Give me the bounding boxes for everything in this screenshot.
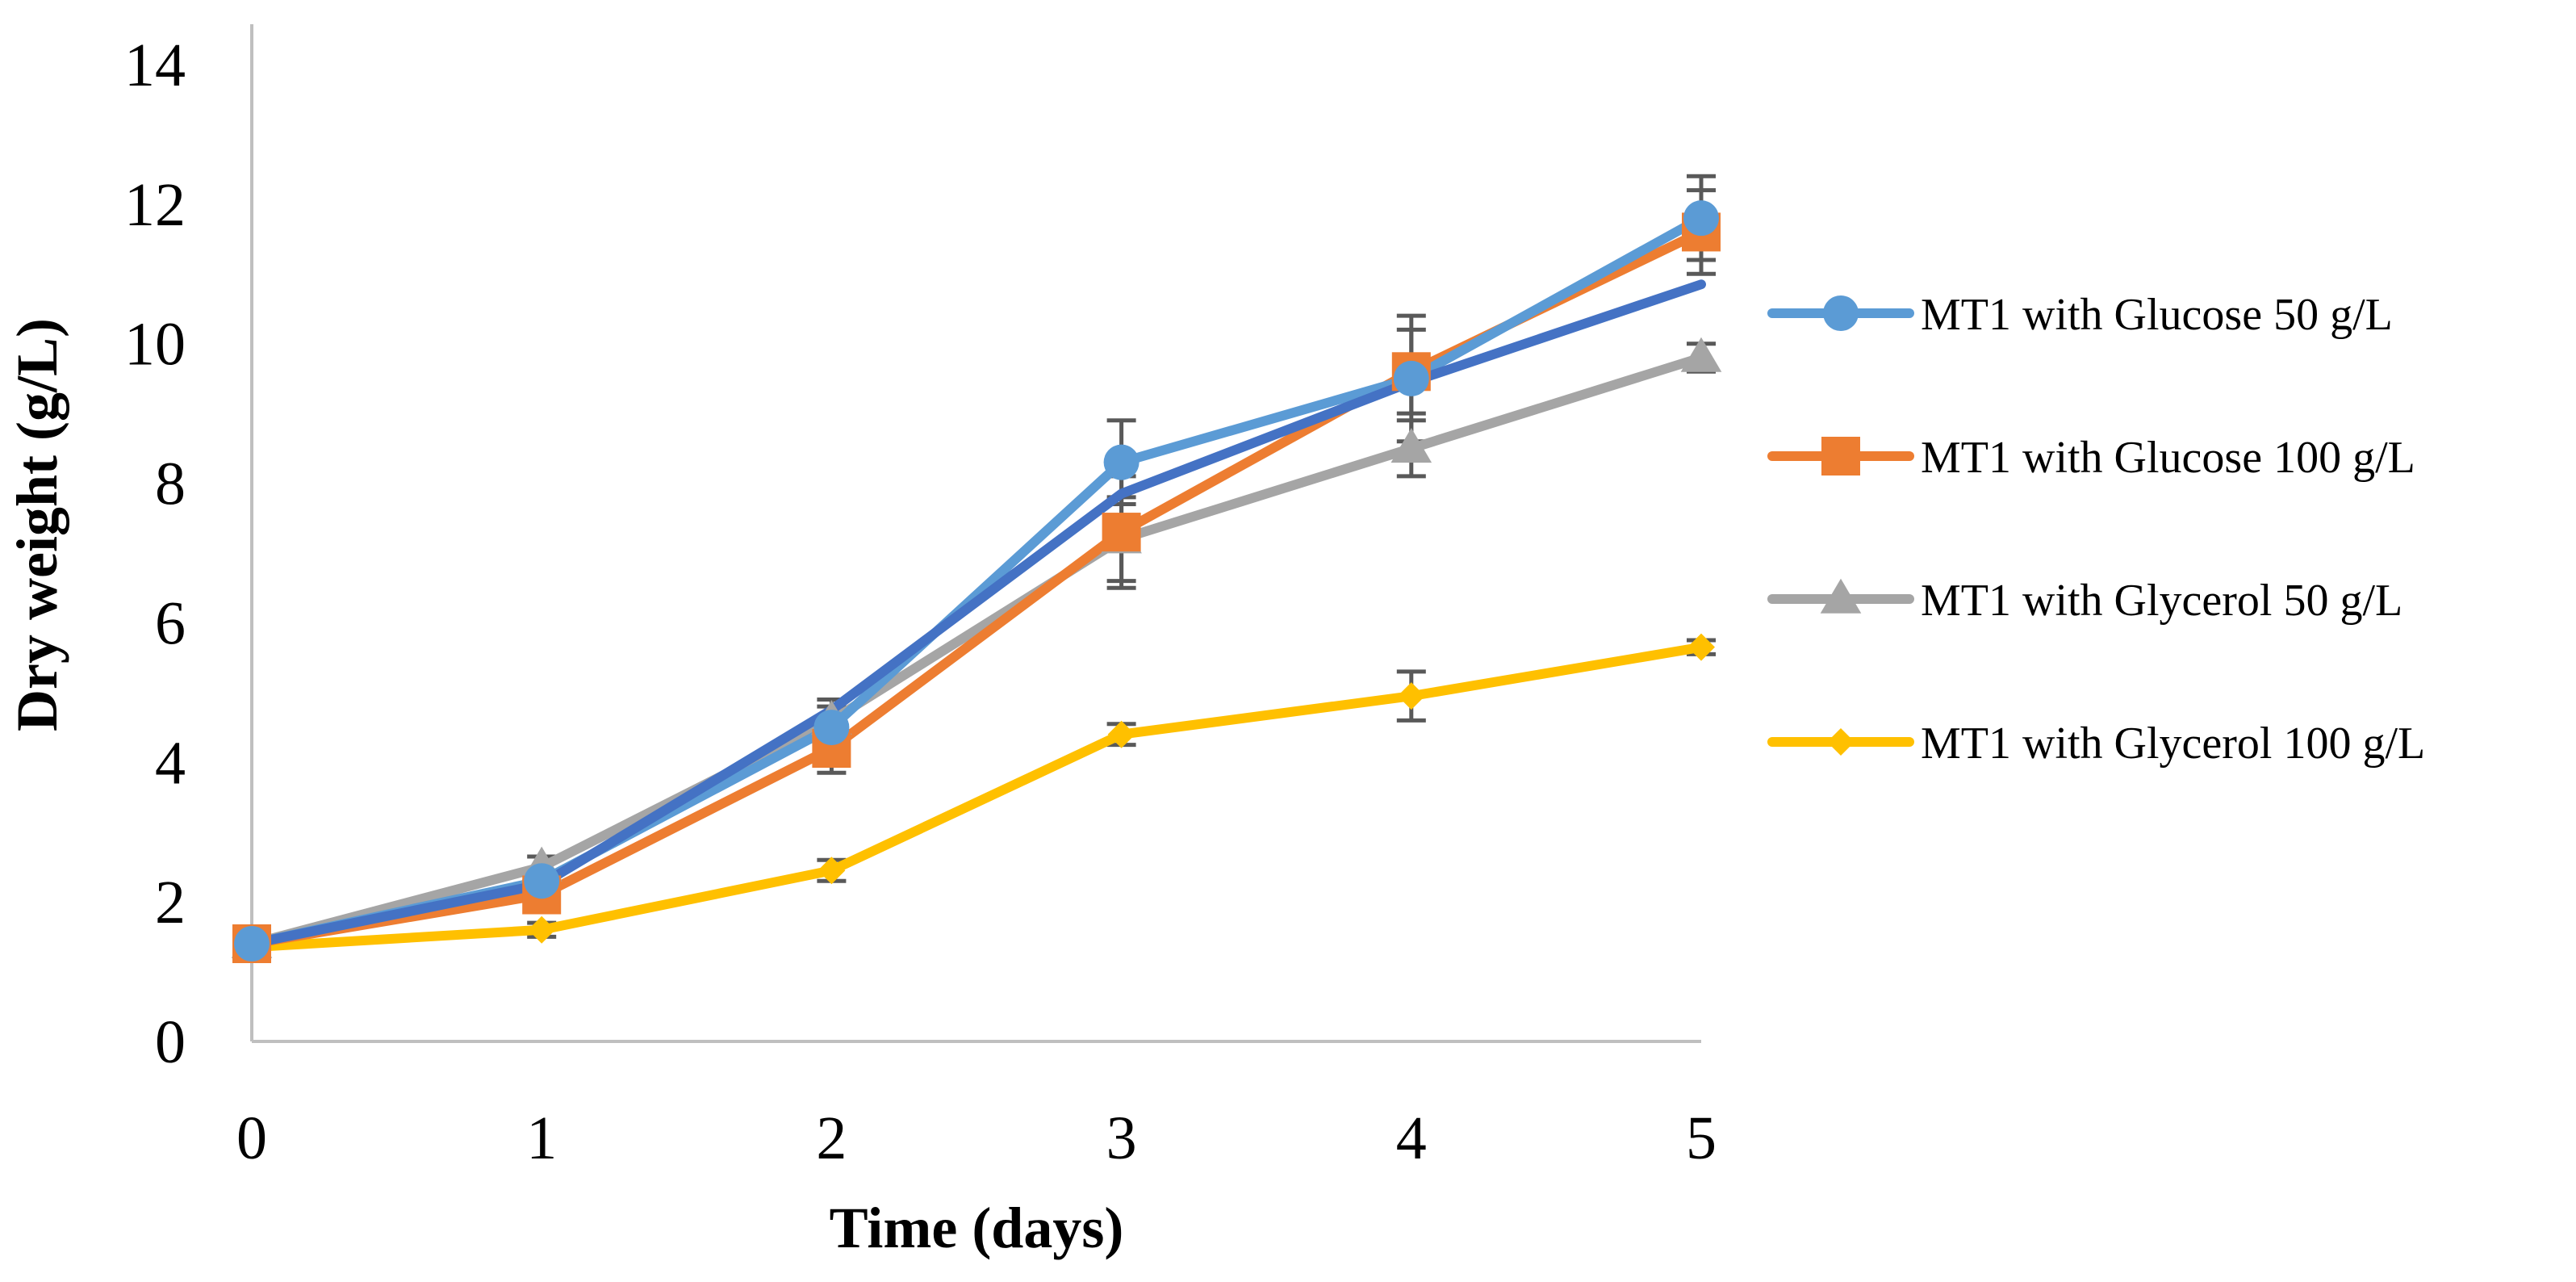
- data-point: [1102, 513, 1141, 552]
- series-lines: [247, 213, 1706, 953]
- data-point: [1390, 428, 1432, 463]
- data-point: [1687, 633, 1715, 661]
- data-point: [1680, 337, 1722, 372]
- x-tick-label: 1: [526, 1104, 557, 1172]
- x-axis-title: Time (days): [830, 1196, 1124, 1260]
- data-point: [1823, 295, 1859, 331]
- error-bars: [237, 174, 1716, 953]
- y-axis-title: Dry weight (g/L): [5, 318, 69, 731]
- x-tick-labels: 0 1 2 3 4 5: [236, 1104, 1717, 1172]
- x-tick-label: 5: [1686, 1104, 1717, 1172]
- y-tick-label: 2: [155, 869, 186, 936]
- data-point: [818, 857, 846, 885]
- y-tick-label: 8: [155, 450, 186, 518]
- data-point: [1821, 437, 1860, 476]
- data-point: [813, 710, 850, 746]
- y-tick-labels: 0 2 4 6 8 10 12 14: [124, 31, 186, 1076]
- data-point: [1683, 200, 1719, 237]
- data-point: [1103, 444, 1140, 480]
- x-tick-label: 0: [236, 1104, 267, 1172]
- legend-label: MT1 with Glycerol 100 g/L: [1921, 719, 2425, 769]
- data-point: [524, 863, 560, 899]
- series-line: [247, 213, 1706, 949]
- legend-label: MT1 with Glycerol 50 g/L: [1921, 576, 2402, 626]
- y-tick-label: 12: [124, 171, 186, 239]
- series-line: [247, 353, 1706, 949]
- series-line: [247, 279, 1706, 949]
- data-point: [528, 915, 556, 944]
- legend-label: MT1 with Glucose 50 g/L: [1921, 290, 2393, 340]
- x-tick-label: 4: [1396, 1104, 1427, 1172]
- legend-item: MT1 with Glycerol 100 g/L: [1767, 719, 2425, 769]
- data-point: [1820, 578, 1862, 614]
- data-point: [1393, 360, 1429, 396]
- y-tick-label: 4: [155, 729, 186, 797]
- y-tick-label: 14: [124, 31, 186, 99]
- y-tick-label: 10: [124, 311, 186, 379]
- legend-item: MT1 with Glucose 100 g/L: [1767, 433, 2415, 483]
- data-point: [1107, 720, 1135, 748]
- y-tick-label: 6: [155, 589, 186, 657]
- chart-axes: [250, 24, 1701, 1043]
- chart-legend: MT1 with Glucose 50 g/L MT1 with Glucose …: [1767, 290, 2425, 769]
- series-markers: [231, 200, 1722, 963]
- data-point: [1397, 682, 1425, 710]
- data-point: [234, 926, 270, 962]
- y-tick-label: 0: [155, 1008, 186, 1076]
- series-line: [247, 642, 1706, 953]
- legend-label: MT1 with Glucose 100 g/L: [1921, 433, 2415, 483]
- x-tick-label: 2: [816, 1104, 847, 1172]
- legend-item: MT1 with Glycerol 50 g/L: [1767, 576, 2402, 626]
- legend-item: MT1 with Glucose 50 g/L: [1767, 290, 2393, 340]
- x-tick-label: 3: [1106, 1104, 1137, 1172]
- data-point: [1827, 728, 1855, 756]
